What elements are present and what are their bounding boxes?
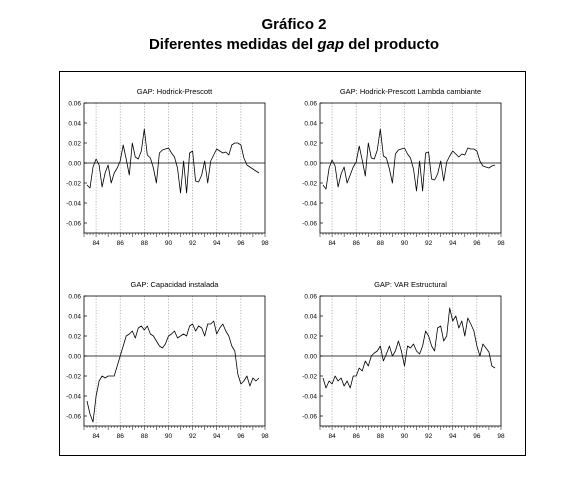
figure-subtitle: Diferentes medidas del gap del producto	[0, 36, 588, 53]
x-tick-label: 96	[473, 240, 481, 247]
y-tick-label: -0.04	[66, 394, 81, 401]
y-tick-label: 0.00	[68, 354, 81, 361]
series-line	[86, 320, 260, 423]
y-tick-label: 0.06	[68, 294, 81, 301]
x-tick-label: 84	[328, 433, 336, 440]
series-line	[86, 128, 260, 194]
x-tick-label: 92	[425, 240, 433, 247]
x-tick-label: 88	[377, 433, 385, 440]
y-tick-label: 0.04	[304, 121, 317, 128]
figure-title: Gráfico 2	[261, 16, 327, 33]
subtitle-post: del producto	[344, 36, 440, 53]
y-tick-label: -0.02	[302, 181, 317, 188]
chart-panel-2: GAP: Hodrick-Prescott Lambda cambiante 0.…	[302, 87, 505, 247]
series-line	[322, 307, 496, 389]
y-tick-label: 0.06	[304, 101, 317, 108]
x-tick-label: 94	[213, 433, 221, 440]
x-tick-label: 98	[261, 240, 269, 247]
y-tick-label: -0.04	[66, 201, 81, 208]
y-tick-label: -0.02	[66, 181, 81, 188]
y-tick-label: 0.04	[304, 314, 317, 321]
y-tick-label: 0.00	[304, 354, 317, 361]
x-tick-label: 92	[189, 433, 197, 440]
x-tick-label: 84	[328, 240, 336, 247]
x-tick-label: 84	[92, 433, 100, 440]
x-tick-label: 90	[165, 433, 173, 440]
x-tick-label: 88	[141, 433, 149, 440]
plot-area	[83, 102, 266, 234]
y-tick-label: -0.04	[302, 394, 317, 401]
x-tick-label: 86	[353, 240, 361, 247]
x-tick-label: 88	[141, 240, 149, 247]
subtitle-emphasis: gap	[317, 36, 345, 53]
panel-title: GAP: Hodrick-Prescott	[137, 87, 213, 96]
y-tick-label: -0.06	[66, 414, 81, 421]
x-tick-label: 94	[449, 433, 457, 440]
y-tick-label: -0.06	[66, 221, 81, 228]
x-tick-label: 98	[261, 433, 269, 440]
y-tick-label: 0.02	[304, 141, 317, 148]
y-tick-label: 0.04	[68, 314, 81, 321]
plot-area	[83, 295, 266, 427]
chart-panel-1: GAP: Hodrick-Prescott 0.06 0.04 0.02 0.00 -0.…	[66, 87, 269, 247]
x-tick-label: 94	[213, 240, 221, 247]
x-tick-label: 90	[401, 240, 409, 247]
y-tick-label: -0.02	[302, 374, 317, 381]
x-tick-label: 96	[237, 433, 245, 440]
y-tick-label: 0.06	[304, 294, 317, 301]
chart-panel-3: GAP: Capacidad instalada 0.06 0.04 0.02 0.00…	[66, 280, 269, 440]
y-tick-label: 0.04	[68, 121, 81, 128]
y-tick-label: 0.02	[304, 334, 317, 341]
figure-frame	[59, 71, 526, 456]
plot-area	[319, 102, 502, 234]
x-tick-label: 86	[117, 240, 125, 247]
y-tick-label: 0.00	[304, 161, 317, 168]
chart-panel-4: GAP: VAR Estructural 0.06 0.04 0.02 0.00 -0.0…	[302, 280, 505, 440]
plot-area	[319, 295, 502, 427]
series-line	[322, 128, 496, 192]
x-tick-label: 90	[165, 240, 173, 247]
x-tick-label: 86	[117, 433, 125, 440]
y-tick-label: -0.04	[302, 201, 317, 208]
y-tick-label: -0.02	[66, 374, 81, 381]
x-tick-label: 86	[353, 433, 361, 440]
x-tick-label: 98	[497, 240, 505, 247]
x-tick-label: 88	[377, 240, 385, 247]
y-tick-label: -0.06	[302, 221, 317, 228]
panel-title: GAP: VAR Estructural	[374, 280, 447, 289]
x-tick-label: 90	[401, 433, 409, 440]
subtitle-pre: Diferentes medidas del	[148, 36, 318, 53]
x-tick-label: 92	[425, 433, 433, 440]
x-tick-label: 84	[92, 240, 100, 247]
y-tick-label: 0.06	[68, 101, 81, 108]
panel-title: GAP: Capacidad instalada	[131, 280, 220, 289]
y-tick-label: -0.06	[302, 414, 317, 421]
y-tick-label: 0.02	[68, 141, 81, 148]
x-tick-label: 94	[449, 240, 457, 247]
panel-title: GAP: Hodrick-Prescott Lambda cambiante	[340, 87, 481, 96]
y-tick-label: 0.02	[68, 334, 81, 341]
x-tick-label: 96	[473, 433, 481, 440]
x-tick-label: 96	[237, 240, 245, 247]
x-tick-label: 98	[497, 433, 505, 440]
y-tick-label: 0.00	[68, 161, 81, 168]
x-tick-label: 92	[189, 240, 197, 247]
